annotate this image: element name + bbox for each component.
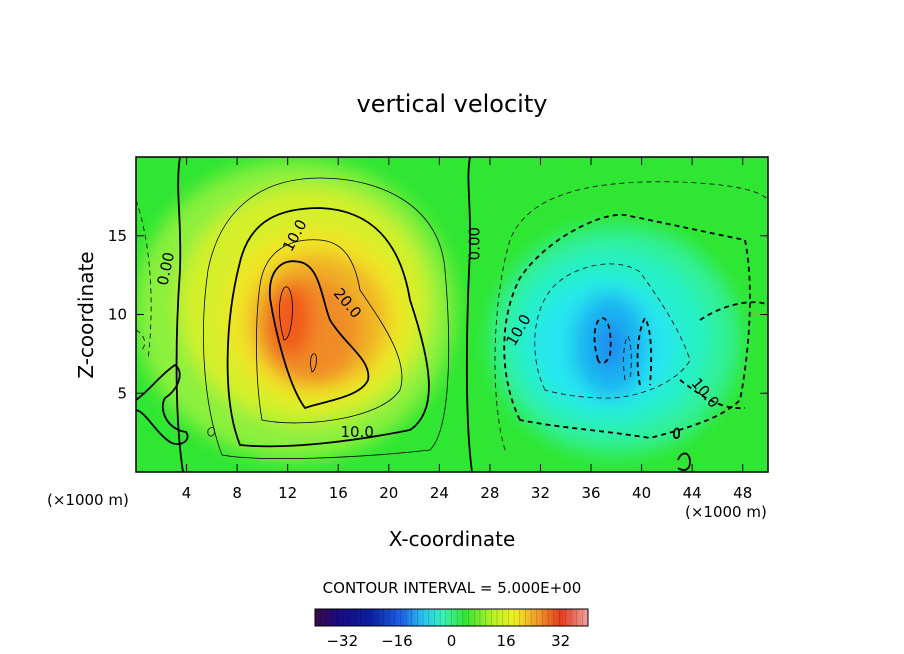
contour-label: 0.00 xyxy=(465,227,483,260)
colorbar-segments xyxy=(320,609,583,626)
x-tick-label: 4 xyxy=(182,484,192,502)
y-tick-label: 15 xyxy=(108,227,127,245)
colorbar: −32 −16 0 16 32 xyxy=(314,608,589,650)
chart-title: vertical velocity xyxy=(357,90,548,118)
colorbar-ticks: −32 −16 0 16 32 xyxy=(326,632,570,650)
colorbar-gradient xyxy=(314,608,589,627)
y-axis: 5 10 15 xyxy=(108,227,768,402)
y-tick-label: 5 xyxy=(117,384,127,402)
x-tick-label: 12 xyxy=(278,484,297,502)
x-tick-label: 24 xyxy=(430,484,449,502)
x-tick-label: 36 xyxy=(581,484,600,502)
colorbar-tick-label: 16 xyxy=(497,632,516,650)
colorbar-tick-label: −16 xyxy=(381,632,413,650)
y-axis-title: Z-coordinate xyxy=(74,251,98,378)
contour-label: 10.0 xyxy=(340,423,373,441)
contour-interval-text: CONTOUR INTERVAL = 5.000E+00 xyxy=(323,579,582,597)
colorbar-tick-label: −32 xyxy=(326,632,358,650)
x-tick-label: 32 xyxy=(531,484,550,502)
x-tick-label: 16 xyxy=(329,484,348,502)
x-tick-label: 44 xyxy=(683,484,702,502)
x-axis: 4 8 12 16 20 24 28 32 36 40 44 48 xyxy=(182,157,752,502)
x-unit-label-left: (×1000 m) xyxy=(47,491,129,509)
x-tick-label: 20 xyxy=(379,484,398,502)
x-tick-label: 40 xyxy=(632,484,651,502)
x-tick-label: 8 xyxy=(232,484,242,502)
x-unit-label-right: (×1000 m) xyxy=(685,503,767,521)
colorbar-tick-label: 0 xyxy=(447,632,457,650)
x-axis-title: X-coordinate xyxy=(389,527,516,551)
x-tick-label: 28 xyxy=(480,484,499,502)
y-tick-label: 10 xyxy=(108,306,127,324)
x-tick-label: 48 xyxy=(733,484,752,502)
colorbar-tick-label: 32 xyxy=(551,632,570,650)
